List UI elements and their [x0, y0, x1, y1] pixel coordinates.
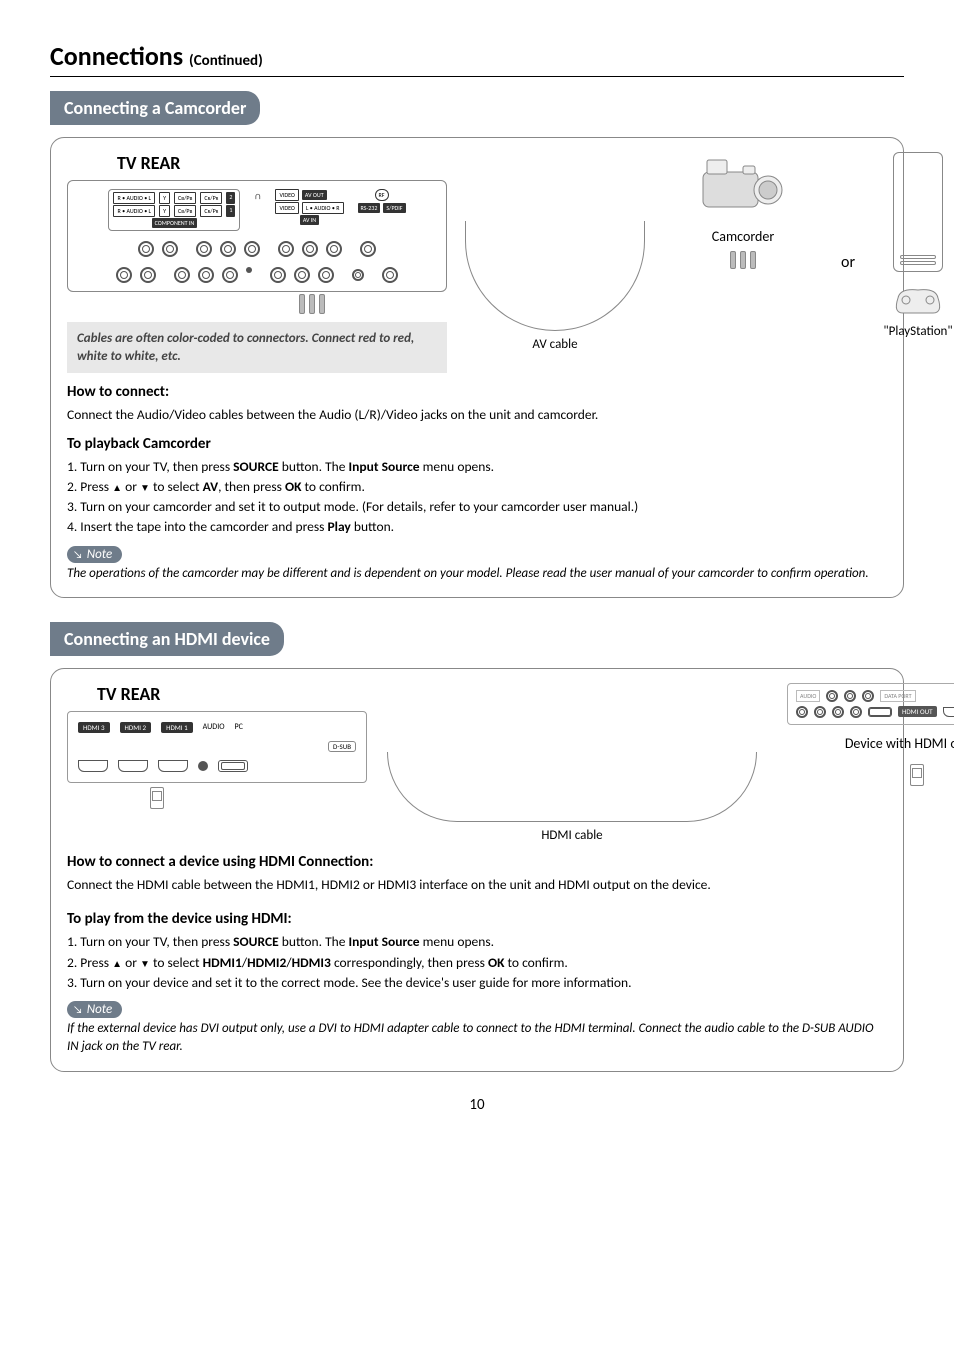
playstation: "PlayStation"	[873, 152, 954, 339]
label-crpr: Cʀ/Pʀ	[200, 192, 222, 204]
hdmi-plug-icon	[150, 787, 164, 809]
playstation-label: "PlayStation"	[883, 324, 952, 339]
hdmi-plug-device-icon	[910, 764, 924, 786]
label-audio: AUDIO	[203, 722, 225, 732]
title-text: Connections	[50, 40, 183, 72]
section2-panel: TV REAR HDMI 3 HDMI 2 HDMI 1 AUDIO PC D-…	[50, 668, 904, 1072]
label-rs232: RS-232	[358, 203, 381, 213]
section1-step-3: 3. Turn on your camcorder and set it to …	[67, 497, 887, 517]
section2-diagram: TV REAR HDMI 3 HDMI 2 HDMI 1 AUDIO PC D-…	[67, 683, 887, 843]
tv-rear-block: TV REAR R • AUDIO • L Y Cʙ/Pʙ Cʀ/Pʀ 2	[67, 152, 447, 373]
hdmi-tv-title: TV REAR	[97, 683, 367, 705]
tv-rear-title: TV REAR	[117, 152, 447, 174]
label-dsub: D-SUB	[328, 741, 356, 752]
label-component-in: COMPONENT IN	[152, 218, 198, 228]
title-rule	[50, 76, 904, 77]
label-data-port: DATA PORT	[880, 690, 915, 702]
label-y: Y	[159, 192, 170, 204]
section2-header: Connecting an HDMI device	[50, 622, 284, 656]
hdmi-connect-body: Connect the HDMI cable between the HDMI1…	[67, 875, 887, 895]
section1-diagram: TV REAR R • AUDIO • L Y Cʙ/Pʙ Cʀ/Pʀ 2	[67, 152, 887, 373]
section1-step-1: 1. Turn on your TV, then press SOURCE bu…	[67, 457, 887, 477]
section1-panel: TV REAR R • AUDIO • L Y Cʙ/Pʙ Cʀ/Pʀ 2	[50, 137, 904, 598]
label-avin: AV IN	[300, 215, 319, 225]
camcorder-icon	[693, 152, 793, 222]
label-hdmi2: HDMI 2	[120, 722, 152, 733]
section2-step-3: 3. Turn on your device and set it to the…	[67, 973, 887, 993]
section1-step-4: 4. Insert the tape into the camcorder an…	[67, 517, 887, 537]
ps-controller-icon	[888, 278, 948, 318]
camcorder: Camcorder	[663, 152, 823, 269]
section1-step-2: 2. Press ▲ or ▼ to select AV, then press…	[67, 477, 887, 497]
camcorder-label: Camcorder	[712, 228, 774, 245]
playback-title: To playback Camcorder	[67, 435, 887, 453]
or-label: or	[841, 253, 855, 272]
page-number: 10	[50, 1096, 904, 1114]
section2-steps: 1. Turn on your TV, then press SOURCE bu…	[67, 932, 887, 993]
label-spdif: S/PDIF	[383, 203, 405, 213]
label-pc: PC	[235, 722, 243, 732]
label-hdmi1: HDMI 1	[161, 722, 193, 733]
section1-note-badge: Note	[67, 546, 122, 563]
page-title: Connections (Continued)	[50, 40, 904, 72]
hdmi-tv-rear: TV REAR HDMI 3 HDMI 2 HDMI 1 AUDIO PC D-…	[67, 683, 367, 809]
hdmi-cable: HDMI cable	[387, 683, 757, 843]
hdmi-connect-title: How to connect a device using HDMI Conne…	[67, 853, 887, 871]
av-cable: AV cable	[465, 152, 645, 352]
hdmi-cable-label: HDMI cable	[541, 828, 602, 843]
device-box: AUDIO DATA PORT HDMI OUT	[787, 683, 954, 725]
section2-step-1: 1. Turn on your TV, then press SOURCE bu…	[67, 932, 887, 952]
ps-console-icon	[893, 152, 943, 272]
section2-note-badge: Note	[67, 1001, 122, 1018]
title-continued: (Continued)	[189, 52, 263, 70]
label-hdmi3: HDMI 3	[78, 722, 110, 733]
section2-step-2: 2. Press ▲ or ▼ to select HDMI1/HDMI2/HD…	[67, 953, 887, 973]
label-audio-rl: R • AUDIO • L	[113, 192, 155, 204]
hdmi-port-box: HDMI 3 HDMI 2 HDMI 1 AUDIO PC D-SUB	[67, 711, 367, 783]
hdmi-play-title: To play from the device using HDMI:	[67, 910, 887, 928]
how-to-connect-title: How to connect:	[67, 383, 887, 401]
hdmi-device: AUDIO DATA PORT HDMI OUT Device with HDM…	[777, 683, 954, 786]
label-hdmi-out: HDMI OUT	[898, 706, 937, 717]
device-caption: Device with HDMI output	[845, 735, 954, 752]
section1-note-text: The operations of the camcorder may be d…	[67, 565, 887, 583]
how-to-connect-body: Connect the Audio/Video cables between t…	[67, 405, 887, 425]
cable-color-note: Cables are often color-coded to connecto…	[67, 322, 447, 373]
av-cable-label: AV cable	[532, 337, 577, 352]
label-cbpb: Cʙ/Pʙ	[174, 192, 196, 204]
section2-note-text: If the external device has DVI output on…	[67, 1020, 887, 1056]
tv-rear-box: R • AUDIO • L Y Cʙ/Pʙ Cʀ/Pʀ 2 R • AUDIO …	[67, 180, 447, 292]
label-avout: AV OUT	[302, 190, 327, 200]
label-rf: RF	[375, 189, 389, 201]
section1-header: Connecting a Camcorder	[50, 91, 260, 125]
section1-steps: 1. Turn on your TV, then press SOURCE bu…	[67, 457, 887, 538]
